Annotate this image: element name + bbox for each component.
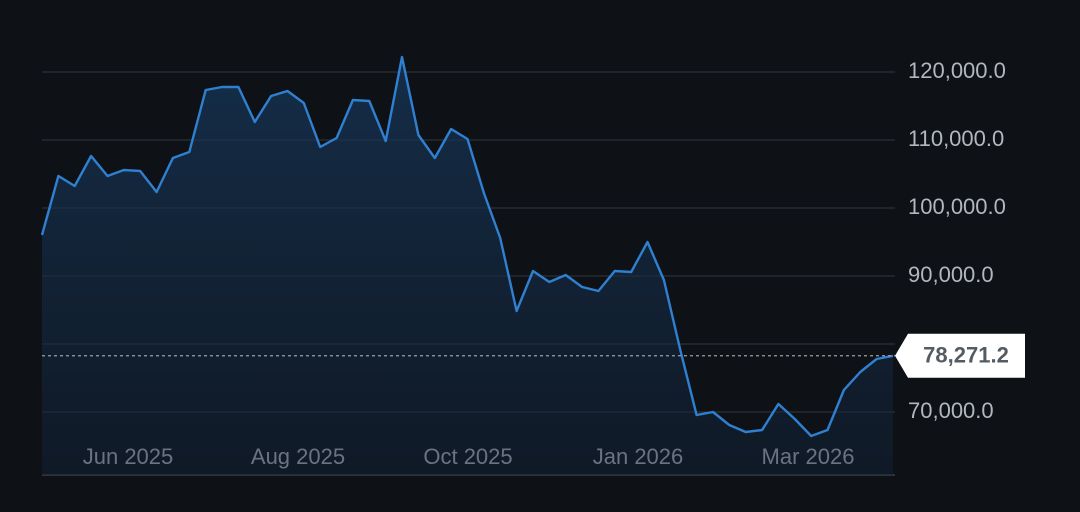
price-line <box>40 55 894 438</box>
y-tick-label: 100,000.0 <box>908 194 1006 219</box>
y-tick-label: 70,000.0 <box>908 398 994 423</box>
y-tick-label: 120,000.0 <box>908 58 1006 83</box>
area-fill <box>42 57 893 475</box>
y-tick-label: 110,000.0 <box>908 126 1004 151</box>
last-value-badge <box>895 333 1025 378</box>
last-value-label: 78,271.2 <box>923 343 1009 368</box>
y-tick-label: 90,000.0 <box>908 262 994 287</box>
